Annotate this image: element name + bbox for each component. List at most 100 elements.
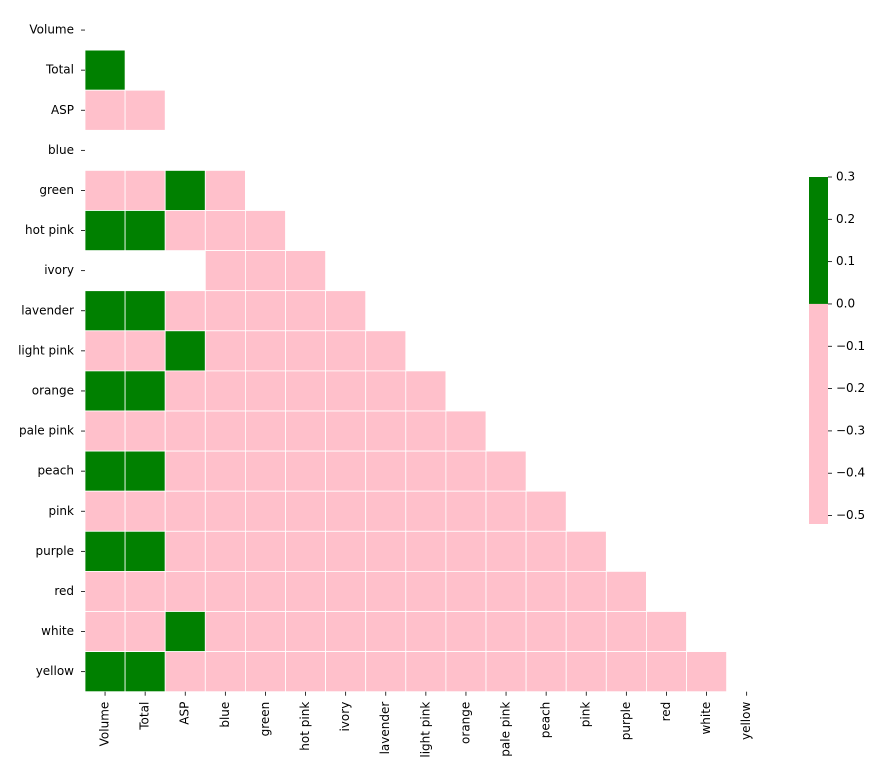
heatmap-cell (244, 530, 286, 572)
heatmap-cell (525, 651, 567, 693)
heatmap-cell (244, 250, 286, 292)
heatmap-cell (204, 490, 246, 532)
heatmap-cell (445, 530, 487, 572)
heatmap-cell (285, 651, 326, 693)
heatmap-cell (124, 169, 166, 211)
colorbar-tick-label: −0.4 (836, 466, 865, 480)
y-tick-label: pale pink (19, 424, 74, 438)
x-tick-label: Total (138, 702, 152, 731)
heatmap-cell (84, 290, 126, 332)
colorbar-tick-label: −0.1 (836, 339, 865, 353)
heatmap-cell (124, 611, 166, 652)
heatmap-cell (485, 571, 527, 612)
heatmap-cell (405, 370, 447, 412)
x-tick-label: lavender (378, 702, 392, 755)
x-tick-label: orange (458, 702, 472, 744)
heatmap-cell (565, 651, 607, 693)
y-tick-label: orange (32, 383, 74, 397)
heatmap-cell (84, 530, 126, 572)
heatmap-cell (365, 330, 407, 372)
heatmap-cell (244, 210, 286, 251)
heatmap-cell (124, 651, 166, 693)
heatmap-cell (365, 530, 407, 572)
heatmap-cell (325, 490, 367, 532)
y-tick-label: pink (48, 504, 74, 518)
heatmap-cell (164, 490, 206, 532)
heatmap-cell (405, 530, 447, 572)
x-tick-label: ASP (178, 702, 192, 725)
heatmap-cell (164, 169, 206, 211)
heatmap-cell (365, 611, 407, 652)
heatmap-cell (646, 611, 687, 652)
heatmap-cell (124, 89, 166, 131)
heatmap-cell (84, 651, 126, 693)
heatmap-cell (204, 290, 246, 332)
heatmap-cell (204, 330, 246, 372)
heatmap-cell (646, 651, 687, 693)
heatmap-cell (285, 571, 326, 612)
x-tick-label: blue (218, 702, 232, 728)
heatmap-cell (204, 370, 246, 412)
x-tick-label: peach (539, 702, 553, 739)
heatmap-cell (244, 490, 286, 532)
heatmap-cell (565, 611, 607, 652)
heatmap-cell (525, 571, 567, 612)
heatmap-cell (285, 530, 326, 572)
heatmap-cell (325, 330, 367, 372)
heatmap-cell (686, 651, 727, 693)
heatmap-cell (84, 611, 126, 652)
x-tick-label: red (659, 702, 673, 722)
heatmap-cell (525, 490, 567, 532)
heatmap-cell (445, 490, 487, 532)
heatmap-cell (244, 450, 286, 492)
y-tick-label: red (54, 584, 74, 598)
heatmap-cell (445, 571, 487, 612)
x-tick-label: pink (579, 702, 593, 728)
y-tick-label: white (41, 624, 74, 638)
heatmap-cell (84, 89, 126, 131)
heatmap-cell (204, 169, 246, 211)
y-tick-label: lavender (21, 303, 74, 317)
heatmap-cell (285, 611, 326, 652)
y-tick-label: ASP (51, 103, 74, 117)
heatmap-cell (365, 450, 407, 492)
heatmap-cell (84, 49, 126, 91)
heatmap-cell (445, 410, 487, 452)
heatmap-cell (84, 169, 126, 211)
heatmap-cell (365, 571, 407, 612)
heatmap-cell (565, 530, 607, 572)
heatmap-cell (244, 410, 286, 452)
x-tick-label: ivory (338, 702, 352, 732)
heatmap-cell (204, 571, 246, 612)
heatmap-cell (565, 571, 607, 612)
heatmap-cell (285, 410, 326, 452)
heatmap-cell (325, 530, 367, 572)
heatmap-cell (164, 530, 206, 572)
heatmap-cell (164, 611, 206, 652)
x-tick-label: purple (619, 702, 633, 741)
heatmap-cell (124, 370, 166, 412)
colorbar-tick-label: −0.2 (836, 381, 865, 395)
heatmap-cell (204, 450, 246, 492)
y-tick-label: hot pink (25, 223, 74, 237)
heatmap-cell (244, 370, 286, 412)
heatmap-cell (485, 611, 527, 652)
y-tick-label: light pink (18, 343, 74, 357)
heatmap-cell (164, 330, 206, 372)
heatmap-cell (365, 651, 407, 693)
heatmap-cell (244, 611, 286, 652)
y-tick-label: yellow (36, 664, 74, 678)
heatmap-cell (485, 530, 527, 572)
heatmap-cell (84, 490, 126, 532)
y-tick-label: green (39, 183, 74, 197)
heatmap-cell (405, 611, 447, 652)
heatmap-cell (124, 290, 166, 332)
x-tick-label: yellow (739, 702, 753, 740)
heatmap-cell (485, 490, 527, 532)
heatmap-cell (204, 210, 246, 251)
heatmap-cell (204, 250, 246, 292)
colorbar-tick-label: 0.1 (836, 254, 855, 268)
y-tick-label: Volume (29, 23, 74, 37)
heatmap-cell (204, 410, 246, 452)
